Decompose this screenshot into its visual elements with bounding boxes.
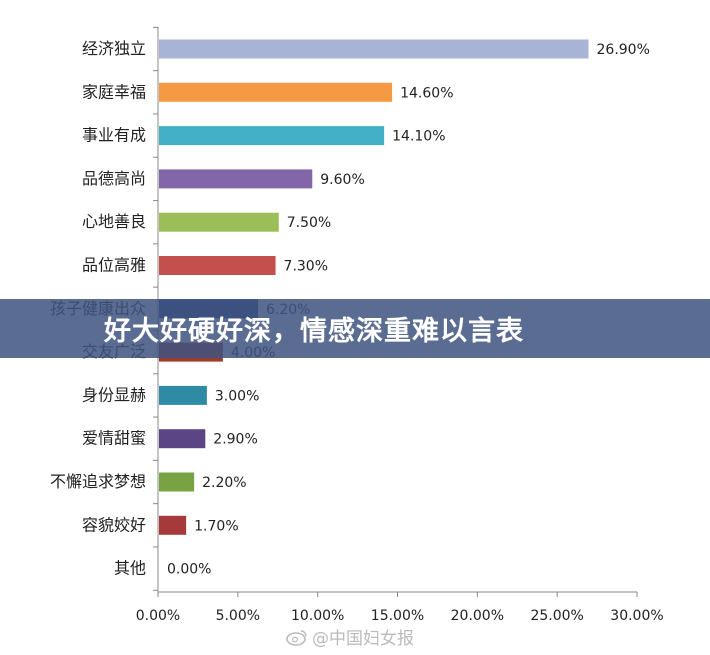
bar bbox=[159, 39, 589, 59]
bar bbox=[159, 126, 385, 146]
axis-layer: 0.00% 5.00% 10.00% 15.00% 20.00% 25.00% 30.00% bbox=[136, 26, 664, 624]
value-label: 9.60% bbox=[320, 172, 364, 188]
bar bbox=[159, 385, 207, 405]
x-tick-label: 10.00% bbox=[291, 608, 344, 624]
bar bbox=[159, 429, 206, 449]
value-label: 2.90% bbox=[213, 432, 257, 448]
category-label: 品德高尚 bbox=[82, 169, 146, 188]
bar bbox=[159, 212, 279, 232]
x-tick-label: 0.00% bbox=[136, 608, 180, 624]
bar bbox=[159, 169, 313, 189]
x-tick-label: 15.00% bbox=[371, 608, 424, 624]
category-label: 爱情甜蜜 bbox=[82, 429, 146, 448]
bar bbox=[159, 256, 276, 275]
value-label: 0.00% bbox=[167, 562, 211, 578]
x-tick-label: 5.00% bbox=[216, 608, 260, 624]
category-label: 身份显赫 bbox=[82, 385, 146, 404]
value-label: 14.10% bbox=[392, 129, 445, 145]
weibo-icon bbox=[286, 629, 307, 646]
bar bbox=[159, 82, 393, 102]
category-label: 经济独立 bbox=[82, 39, 146, 58]
bar bbox=[159, 472, 195, 492]
value-label: 7.50% bbox=[287, 215, 331, 231]
watermark-text: @中国妇女报 bbox=[312, 629, 414, 649]
category-label: 其他 bbox=[114, 559, 146, 578]
x-tick-label: 30.00% bbox=[610, 608, 663, 624]
category-label: 品位高雅 bbox=[82, 256, 146, 275]
value-label: 14.60% bbox=[400, 85, 453, 101]
category-label: 容貌姣好 bbox=[82, 515, 146, 534]
category-label: 事业有成 bbox=[82, 126, 146, 145]
value-label: 1.70% bbox=[194, 518, 238, 534]
value-label: 7.30% bbox=[284, 259, 328, 275]
x-tick-label: 20.00% bbox=[451, 608, 504, 624]
value-label: 26.90% bbox=[597, 42, 650, 58]
caption-banner: 好大好硬好深，情感深重难以言表 bbox=[0, 299, 710, 358]
category-label: 不懈追求梦想 bbox=[50, 472, 146, 491]
banner-title: 好大好硬好深，情感深重难以言表 bbox=[104, 316, 524, 347]
watermark: @中国妇女报 bbox=[286, 624, 414, 649]
value-label: 2.20% bbox=[202, 475, 246, 491]
x-tick-label: 25.00% bbox=[530, 608, 583, 624]
category-label: 家庭幸福 bbox=[82, 82, 146, 101]
value-label: 3.00% bbox=[215, 388, 259, 404]
bar bbox=[159, 515, 187, 535]
category-label: 心地善良 bbox=[82, 212, 146, 231]
